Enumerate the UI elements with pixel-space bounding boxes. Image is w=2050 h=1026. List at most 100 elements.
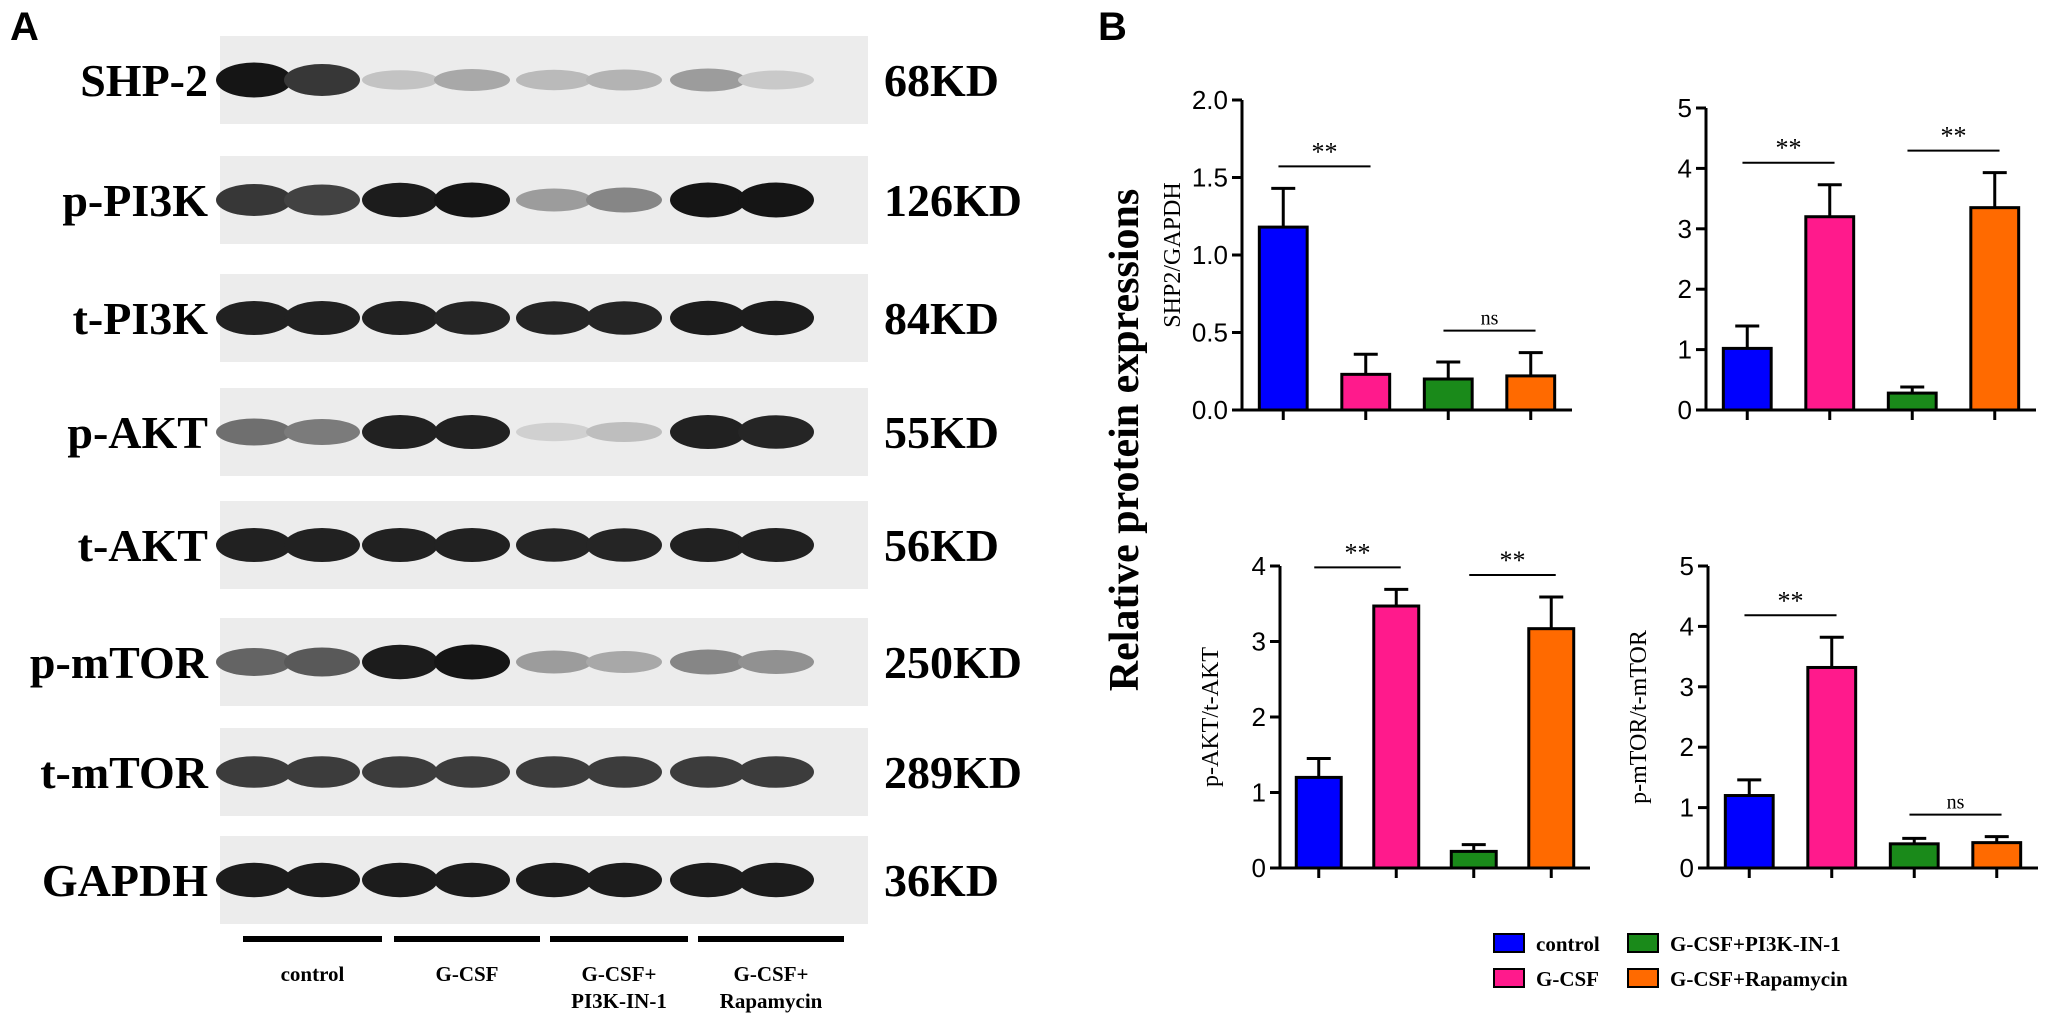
group-bar bbox=[550, 936, 688, 942]
y-tick-label: 1 bbox=[1680, 793, 1694, 823]
bar bbox=[1886, 391, 1938, 412]
y-tick-label: 3 bbox=[1678, 214, 1692, 244]
legend-label: G-CSF+Rapamycin bbox=[1670, 967, 1848, 991]
bar bbox=[1294, 775, 1343, 870]
blot-band bbox=[670, 649, 746, 675]
significance-label: ** bbox=[1778, 586, 1804, 615]
bar bbox=[1971, 841, 2023, 870]
blot-band bbox=[284, 528, 360, 562]
blot-band bbox=[586, 528, 662, 562]
blot-band bbox=[516, 862, 592, 898]
legend-item: control bbox=[1493, 932, 1600, 956]
y-tick-label: 1.0 bbox=[1192, 240, 1228, 270]
bar bbox=[1721, 346, 1773, 412]
legend: control G-CSF G-CSF+PI3K-IN-1 G-CSF+Rapamyc… bbox=[1493, 932, 1848, 991]
blot-band bbox=[284, 647, 360, 677]
group-label: G-CSF bbox=[436, 962, 499, 986]
legend-swatch bbox=[1493, 968, 1525, 988]
blot-band bbox=[362, 301, 438, 335]
blot-kd-label: 84KD bbox=[884, 293, 999, 344]
blot-band bbox=[362, 862, 438, 898]
blot-kd-label: 68KD bbox=[884, 55, 999, 106]
blot-band bbox=[216, 528, 292, 562]
significance-label: ** bbox=[1941, 122, 1967, 151]
blot-band bbox=[586, 651, 662, 673]
y-tick-label: 2 bbox=[1252, 702, 1266, 732]
bar bbox=[1969, 206, 2021, 412]
blot-band bbox=[586, 301, 662, 335]
blot-band bbox=[670, 68, 746, 92]
group-bar bbox=[243, 936, 382, 942]
bar bbox=[1257, 225, 1309, 412]
blot-kd-label: 55KD bbox=[884, 407, 999, 458]
blot-band bbox=[738, 528, 814, 562]
blot-kd-label: 126KD bbox=[884, 175, 1022, 226]
panel-a-label: A bbox=[10, 5, 39, 49]
group-bar bbox=[394, 936, 540, 942]
blot-row: p-PI3K 126KD bbox=[62, 156, 1022, 244]
blot-protein-label: t-PI3K bbox=[73, 293, 209, 344]
blot-band bbox=[362, 182, 438, 218]
shared-y-axis-label: Relative protein expressions bbox=[1102, 189, 1148, 691]
y-tick-label: 0.0 bbox=[1192, 395, 1228, 425]
significance-label: ns bbox=[1947, 792, 1965, 814]
blot-band bbox=[738, 862, 814, 898]
blot-band bbox=[516, 528, 592, 562]
blot-row: p-AKT 55KD bbox=[67, 388, 999, 476]
blot-band bbox=[284, 301, 360, 335]
blot-group-labels: control G-CSF G-CSF+ PI3K-IN-1 G-CSF+ Rapamyc… bbox=[243, 936, 844, 1013]
panel-b-label: B bbox=[1098, 5, 1127, 49]
group-label: G-CSF+ bbox=[582, 962, 657, 986]
blot-band bbox=[216, 62, 292, 98]
bar bbox=[1804, 215, 1856, 412]
bar bbox=[1888, 842, 1940, 870]
y-tick-label: 1 bbox=[1252, 778, 1266, 808]
blot-protein-label: t-mTOR bbox=[40, 747, 209, 798]
blot-kd-label: 250KD bbox=[884, 637, 1022, 688]
blot-band bbox=[434, 301, 510, 335]
y-tick-label: 1 bbox=[1678, 335, 1692, 365]
y-tick-label: 0 bbox=[1678, 395, 1692, 425]
western-blot-panel: SHP-2 68KD p-PI3K 126KD t-PI3K 84KD p-AKT 55KD t… bbox=[30, 36, 1022, 924]
y-tick-label: 4 bbox=[1678, 153, 1692, 183]
blot-band bbox=[516, 650, 592, 674]
blot-band bbox=[216, 301, 292, 335]
y-tick-label: 0.5 bbox=[1192, 318, 1228, 348]
blot-band bbox=[216, 756, 292, 788]
bar bbox=[1527, 627, 1576, 870]
blot-protein-label: p-mTOR bbox=[30, 637, 209, 688]
blot-band bbox=[516, 188, 592, 212]
blot-band bbox=[670, 182, 746, 218]
blot-kd-label: 36KD bbox=[884, 855, 999, 906]
blot-band bbox=[362, 528, 438, 562]
blot-band bbox=[284, 184, 360, 216]
y-tick-label: 2 bbox=[1680, 732, 1694, 762]
significance-label: ** bbox=[1776, 134, 1802, 163]
blot-band bbox=[586, 756, 662, 788]
blot-row: p-mTOR 250KD bbox=[30, 618, 1022, 706]
blot-band bbox=[738, 756, 814, 788]
blot-band bbox=[586, 69, 662, 91]
blot-row: SHP-2 68KD bbox=[80, 36, 999, 124]
blot-protein-label: t-AKT bbox=[78, 520, 208, 571]
y-axis-label: SHP2/GAPDH bbox=[1160, 182, 1186, 327]
blot-band bbox=[434, 528, 510, 562]
blot-band bbox=[284, 756, 360, 788]
blot-band bbox=[738, 70, 814, 90]
blot-band bbox=[434, 415, 510, 449]
blot-protein-label: GAPDH bbox=[42, 855, 208, 906]
group-label: control bbox=[281, 962, 345, 986]
bar-chart: 0 1 2 3 4 5 ** ** bbox=[1678, 93, 2036, 425]
blot-band bbox=[284, 419, 360, 445]
y-axis-label: p-AKT/t-AKT bbox=[1198, 647, 1224, 787]
blot-kd-label: 289KD bbox=[884, 747, 1022, 798]
blot-band bbox=[216, 862, 292, 898]
legend-item: G-CSF bbox=[1493, 967, 1599, 991]
legend-swatch bbox=[1627, 933, 1659, 953]
blot-protein-label: p-PI3K bbox=[62, 175, 208, 226]
blot-row: t-AKT 56KD bbox=[78, 501, 999, 589]
bar bbox=[1505, 374, 1557, 412]
blot-band bbox=[670, 862, 746, 898]
